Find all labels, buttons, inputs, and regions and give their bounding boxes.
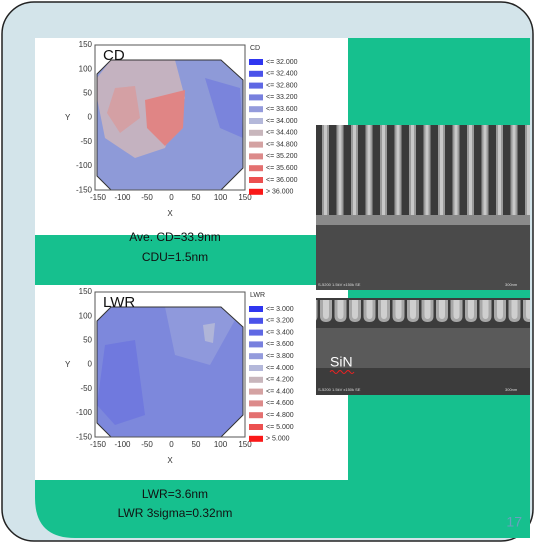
legend-label: <= 5.000 — [266, 424, 294, 431]
legend-title: CD — [250, 45, 260, 52]
y-tick-label: 100 — [79, 64, 93, 73]
y-tick-label: -50 — [80, 137, 92, 146]
x-tick-label: -100 — [114, 440, 131, 449]
legend-swatch — [249, 118, 263, 124]
legend-label: <= 36.000 — [266, 177, 298, 184]
legend-label: <= 3.600 — [266, 341, 294, 348]
legend-label: <= 3.400 — [266, 329, 294, 336]
legend-label: <= 32.000 — [266, 59, 298, 66]
legend-swatch — [249, 106, 263, 112]
slide-number: 17 — [506, 514, 522, 530]
y-axis-label: Y — [65, 360, 71, 369]
y-tick-label: 0 — [88, 113, 93, 122]
x-tick-label: 0 — [169, 440, 174, 449]
legend-swatch — [249, 177, 263, 183]
legend-swatch — [249, 318, 263, 324]
slide: CD 150 100 50 0 -50 -100 -150 -150 -100 -50 0 50 100 1… — [0, 0, 535, 543]
x-tick-label: -50 — [141, 193, 153, 202]
legend-swatch — [249, 330, 263, 336]
legend-swatch — [249, 142, 263, 148]
y-tick-label: -50 — [80, 384, 92, 393]
legend-swatch — [249, 389, 263, 395]
legend-label: <= 34.800 — [266, 141, 298, 148]
y-axis-label: Y — [65, 113, 71, 122]
legend-label: <= 3.200 — [266, 318, 294, 325]
legend-swatch — [249, 153, 263, 159]
summary-line: LWR=3.6nm — [142, 487, 208, 501]
x-tick-label: -150 — [90, 440, 107, 449]
legend-swatch — [249, 436, 263, 442]
legend-label: <= 4.800 — [266, 412, 294, 419]
legend-swatch — [249, 165, 263, 171]
legend-label: <= 34.400 — [266, 130, 298, 137]
legend-label: <= 3.800 — [266, 353, 294, 360]
legend-label: <= 4.000 — [266, 365, 294, 372]
x-tick-label: 0 — [169, 193, 174, 202]
summary-line: CDU=1.5nm — [142, 250, 208, 264]
legend-swatch — [249, 377, 263, 383]
legend-swatch — [249, 365, 263, 371]
sem-scale: 300nm — [505, 387, 518, 392]
x-tick-label: 100 — [214, 440, 228, 449]
legend-swatch — [249, 424, 263, 430]
legend-title: LWR — [250, 292, 265, 299]
y-tick-label: 0 — [88, 360, 93, 369]
legend-label: <= 34.000 — [266, 118, 298, 125]
y-tick-label: 50 — [83, 336, 92, 345]
x-axis-label: X — [167, 456, 173, 465]
y-tick-label: -100 — [76, 161, 93, 170]
legend-swatch — [249, 189, 263, 195]
sem-caption: S-5200 1.5kV x150k SE — [318, 282, 361, 287]
x-tick-label: 50 — [192, 440, 201, 449]
y-tick-label: 100 — [79, 311, 93, 320]
legend-swatch — [249, 306, 263, 312]
legend-swatch — [249, 59, 263, 65]
legend-swatch — [249, 94, 263, 100]
y-tick-label: 50 — [83, 89, 92, 98]
legend-swatch — [249, 130, 263, 136]
legend-label: <= 32.800 — [266, 82, 298, 89]
y-tick-label: -100 — [76, 408, 93, 417]
sem-caption: S-5200 1.5kV x150k SE — [318, 387, 361, 392]
legend-label: <= 4.600 — [266, 400, 294, 407]
legend-label: > 36.000 — [266, 189, 294, 196]
legend-label: <= 33.600 — [266, 106, 298, 113]
legend-swatch — [249, 353, 263, 359]
map-title: LWR — [103, 294, 135, 311]
summary-line: LWR 3sigma=0.32nm — [118, 506, 233, 520]
x-tick-label: 50 — [192, 193, 201, 202]
legend-label: <= 35.600 — [266, 165, 298, 172]
legend-swatch — [249, 341, 263, 347]
legend-label: <= 35.200 — [266, 153, 298, 160]
sem-images: S-5200 1.5kV x150k SE 300nm S-5200 1.5kV x… — [316, 125, 530, 395]
summary-line: Ave. CD=33.9nm — [129, 230, 221, 244]
x-tick-label: -100 — [114, 193, 131, 202]
legend-label: <= 4.200 — [266, 377, 294, 384]
legend-label: > 5.000 — [266, 436, 290, 443]
legend-swatch — [249, 412, 263, 418]
legend-swatch — [249, 400, 263, 406]
x-axis-label: X — [167, 209, 173, 218]
map-title: CD — [103, 47, 125, 64]
x-tick-label: 100 — [214, 193, 228, 202]
sem-scale: 300nm — [505, 282, 518, 287]
x-tick-label: -150 — [90, 193, 107, 202]
legend-label: <= 33.200 — [266, 94, 298, 101]
legend-swatch — [249, 71, 263, 77]
y-tick-label: 150 — [79, 287, 93, 296]
legend-swatch — [249, 83, 263, 89]
x-tick-label: -50 — [141, 440, 153, 449]
legend-label: <= 4.400 — [266, 388, 294, 395]
legend-label: <= 3.000 — [266, 306, 294, 313]
material-label: SiN — [330, 354, 353, 370]
y-tick-label: 150 — [79, 40, 93, 49]
legend-label: <= 32.400 — [266, 71, 298, 78]
